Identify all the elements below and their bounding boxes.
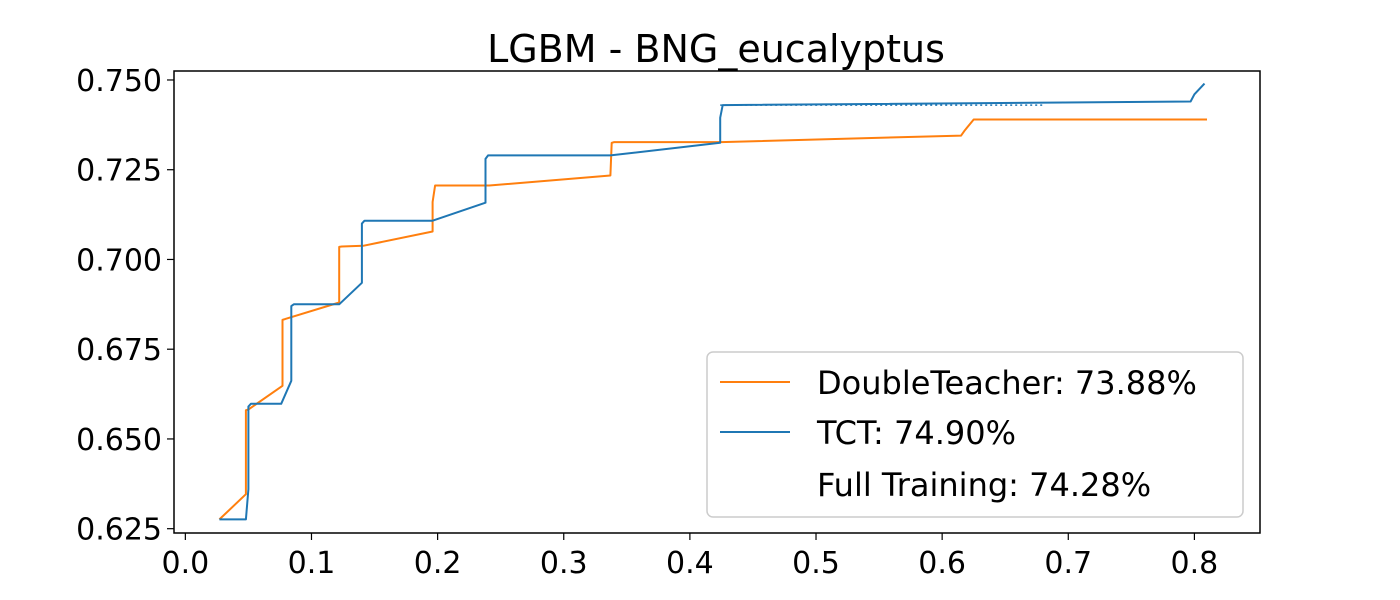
y-tick-label: 0.675 bbox=[76, 333, 162, 368]
legend-label-tct: TCT: 74.90% bbox=[816, 414, 1016, 452]
x-tick-label: 0.7 bbox=[1044, 546, 1092, 581]
y-tick-label: 0.700 bbox=[76, 243, 162, 278]
y-axis: 0.625 0.650 0.675 0.700 0.725 0.750 bbox=[76, 64, 174, 548]
x-tick-label: 0.1 bbox=[288, 546, 336, 581]
legend-label-doubleteacher: DoubleTeacher: 73.88% bbox=[817, 364, 1197, 402]
x-tick-label: 0.5 bbox=[792, 546, 840, 581]
x-tick-label: 0.4 bbox=[666, 546, 714, 581]
series-layer bbox=[218, 82, 1207, 521]
x-tick-label: 0.8 bbox=[1171, 546, 1219, 581]
x-axis: 0.0 0.1 0.2 0.3 0.4 0.5 0.6 0.7 0.8 bbox=[161, 533, 1218, 581]
series-line-1 bbox=[219, 82, 1206, 521]
legend: DoubleTeacher: 73.88% TCT: 74.90% Full T… bbox=[706, 351, 1244, 518]
legend-box bbox=[706, 351, 1244, 518]
x-tick-label: 0.0 bbox=[161, 546, 209, 581]
y-tick-label: 0.750 bbox=[76, 64, 162, 99]
chart-title: LGBM - BNG_eucalyptus bbox=[487, 27, 945, 71]
x-tick-label: 0.6 bbox=[918, 546, 966, 581]
y-tick-label: 0.625 bbox=[76, 513, 162, 548]
plot-frame bbox=[173, 70, 1261, 534]
x-tick-label: 0.2 bbox=[414, 546, 462, 581]
legend-label-full-training: Full Training: 74.28% bbox=[817, 466, 1151, 504]
y-tick-label: 0.650 bbox=[76, 423, 162, 458]
series-line-0 bbox=[218, 118, 1207, 521]
y-tick-label: 0.725 bbox=[76, 154, 162, 189]
x-tick-label: 0.3 bbox=[540, 546, 588, 581]
